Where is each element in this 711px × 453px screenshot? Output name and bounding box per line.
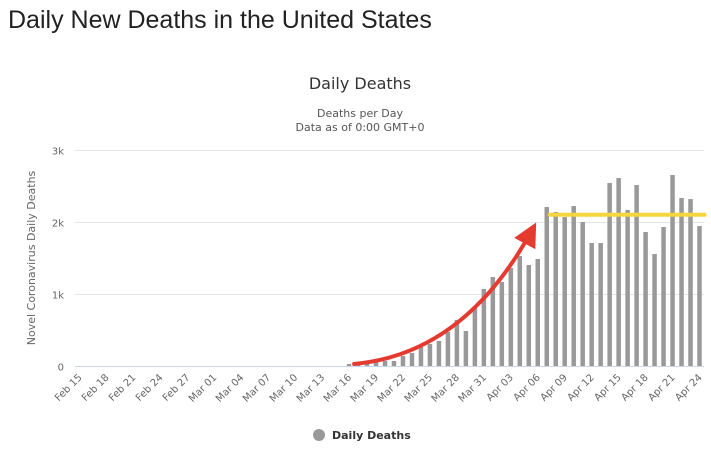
chart-subtitle-line-1: Deaths per Day [317,107,403,120]
bar[interactable] [535,259,541,366]
x-tick-label: Mar 28 [430,372,462,404]
bar[interactable] [679,198,684,366]
x-tick-label: Mar 16 [322,372,354,404]
bar[interactable] [607,182,612,366]
bar[interactable] [625,209,630,366]
trend-arrow-annotation [352,222,537,366]
bars [346,174,702,366]
bar[interactable] [634,184,639,366]
bar[interactable] [670,174,675,366]
gridlines [75,150,704,367]
y-tick-label: 2k [52,219,64,230]
x-tick-label: Apr 12 [566,372,597,403]
x-tick-label: Feb 15 [53,372,85,404]
bar[interactable] [652,253,657,366]
bar[interactable] [346,363,352,366]
bar[interactable] [643,232,648,366]
bar[interactable] [490,277,496,366]
y-tick-label: 1k [52,291,64,302]
x-tick-label: Mar 19 [349,372,381,404]
bar[interactable] [616,178,621,366]
x-tick-label: Apr 24 [673,372,704,403]
bar[interactable] [445,332,451,366]
x-tick-label: Mar 25 [403,372,435,404]
bar[interactable] [418,346,424,366]
x-tick-label: Feb 24 [134,372,166,404]
x-tick-label: Mar 31 [457,372,489,404]
bar[interactable] [481,289,487,366]
x-tick-label: Feb 27 [161,372,193,404]
bar[interactable] [580,222,585,366]
x-tick-label: Mar 13 [295,372,327,404]
bar[interactable] [436,341,442,366]
x-tick-label: Apr 06 [512,372,543,403]
bar[interactable] [373,360,379,366]
x-tick-label: Feb 18 [80,372,112,404]
bar[interactable] [409,352,415,366]
bar[interactable] [553,211,558,366]
bar[interactable] [499,281,505,366]
x-tick-label: Apr 09 [539,372,570,403]
bar[interactable] [454,319,460,366]
legend-marker-icon [313,429,325,441]
x-tick-label: Mar 01 [187,372,219,404]
bar[interactable] [544,207,550,366]
bar[interactable] [688,199,693,366]
bar[interactable] [382,360,388,366]
legend-label[interactable]: Daily Deaths [332,429,411,442]
x-tick-label: Mar 07 [241,372,273,404]
chart-title: Daily Deaths [309,74,411,93]
bar[interactable] [508,268,514,366]
bar[interactable] [571,206,576,366]
page-title: Daily New Deaths in the United States [8,6,432,34]
bar[interactable] [697,226,702,366]
annotations [352,212,707,366]
bar[interactable] [562,217,567,366]
bar[interactable] [400,355,406,366]
legend[interactable]: Daily Deaths [313,429,411,442]
bar[interactable] [589,243,594,366]
bar[interactable] [517,255,523,366]
x-tick-label: Apr 21 [646,372,677,403]
bar[interactable] [526,264,532,366]
chart-subtitle-line-2: Data as of 0:00 GMT+0 [296,121,425,134]
bar[interactable] [598,243,603,366]
bar[interactable] [427,343,433,366]
y-tick-label: 0 [58,363,64,374]
bar[interactable] [472,307,478,366]
x-tick-label: Mar 10 [268,372,300,404]
x-tick-label: Mar 04 [214,372,246,404]
x-tick-label: Apr 18 [619,372,650,403]
x-tick-label: Apr 15 [593,372,624,403]
y-axis-label: Novel Coronavirus Daily Deaths [25,170,38,345]
x-tick-label: Mar 22 [376,372,408,404]
y-axis-ticks: 0 1k 2k 3k [52,147,64,374]
bar[interactable] [463,331,469,366]
bar[interactable] [661,226,666,366]
y-tick-label: 3k [52,147,64,158]
x-tick-label: Apr 03 [485,372,516,403]
bar[interactable] [391,360,397,366]
x-tick-label: Feb 21 [107,372,139,404]
